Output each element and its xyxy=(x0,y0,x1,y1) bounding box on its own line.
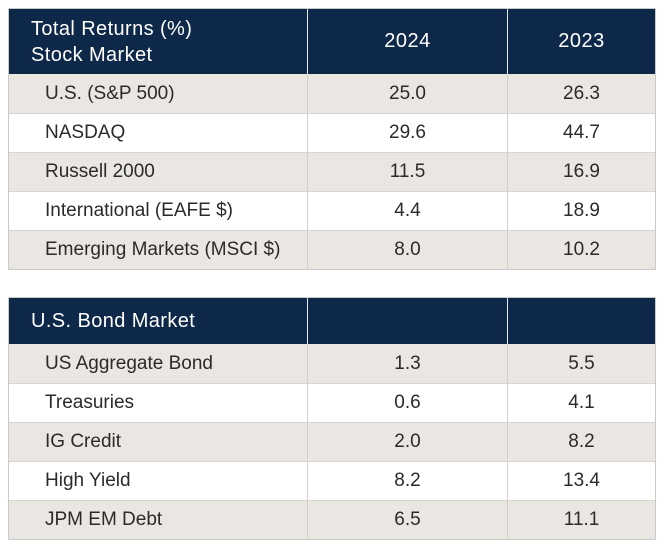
value-cell-2024: 1.3 xyxy=(307,344,507,383)
row-label-cell: NASDAQ xyxy=(45,122,126,143)
bond-market-rows: US Aggregate Bond 1.3 5.5 Treasuries 0.6 4.1 I… xyxy=(9,344,655,539)
value-cell-2023: 44.7 xyxy=(507,114,655,152)
stock-market-table-header: Total Returns (%) Stock Market 2024 2023 xyxy=(9,9,655,74)
table-row: Treasuries 0.6 4.1 xyxy=(9,383,655,422)
table-title-line1: U.S. Bond Market xyxy=(31,310,196,332)
value-cell-2023: 13.4 xyxy=(507,462,655,500)
stock-market-table-title: Total Returns (%) Stock Market xyxy=(9,9,307,74)
value-cell-2023: 26.3 xyxy=(507,74,655,113)
value-cell-2024: 8.2 xyxy=(307,462,507,500)
column-header-2024: 2024 xyxy=(307,9,507,74)
table-title-line2: Stock Market xyxy=(31,43,153,66)
row-label-cell: High Yield xyxy=(45,470,131,491)
row-label-cell: JPM EM Debt xyxy=(45,509,163,530)
table-row: U.S. (S&P 500) 25.0 26.3 xyxy=(9,74,655,113)
value-cell-2024: 8.0 xyxy=(307,231,507,269)
value-cell-2024: 0.6 xyxy=(307,384,507,422)
value-cell-2024: 11.5 xyxy=(307,153,507,191)
column-header-2023-empty xyxy=(507,298,655,344)
table-row: JPM EM Debt 6.5 11.1 xyxy=(9,500,655,539)
bond-market-table-header: U.S. Bond Market xyxy=(9,298,655,344)
row-label-cell: Emerging Markets (MSCI $) xyxy=(45,239,281,260)
row-label-cell: US Aggregate Bond xyxy=(45,352,213,374)
value-cell-2024: 6.5 xyxy=(307,501,507,539)
column-header-2023: 2023 xyxy=(507,9,655,74)
table-row: Emerging Markets (MSCI $) 8.0 10.2 xyxy=(9,230,655,269)
value-cell-2024: 29.6 xyxy=(307,114,507,152)
table-title-line1: Total Returns (%) xyxy=(31,17,193,40)
table-row: US Aggregate Bond 1.3 5.5 xyxy=(9,344,655,383)
table-row: IG Credit 2.0 8.2 xyxy=(9,422,655,461)
value-cell-2023: 11.1 xyxy=(507,501,655,539)
table-row: High Yield 8.2 13.4 xyxy=(9,461,655,500)
value-cell-2023: 16.9 xyxy=(507,153,655,191)
value-cell-2024: 25.0 xyxy=(307,74,507,113)
row-label-cell: International (EAFE $) xyxy=(45,200,233,221)
value-cell-2023: 18.9 xyxy=(507,192,655,230)
row-label-cell: IG Credit xyxy=(45,431,122,452)
value-cell-2023: 10.2 xyxy=(507,231,655,269)
value-cell-2023: 4.1 xyxy=(507,384,655,422)
row-label-cell: Russell 2000 xyxy=(45,161,155,182)
bond-market-table-title: U.S. Bond Market xyxy=(9,298,307,344)
value-cell-2023: 5.5 xyxy=(507,344,655,383)
stock-market-table: Total Returns (%) Stock Market 2024 2023… xyxy=(8,8,656,270)
value-cell-2023: 8.2 xyxy=(507,423,655,461)
column-header-2024-empty xyxy=(307,298,507,344)
bond-market-table: U.S. Bond Market US Aggregate Bond 1.3 5.5… xyxy=(8,297,656,540)
value-cell-2024: 4.4 xyxy=(307,192,507,230)
row-label-cell: Treasuries xyxy=(45,392,135,413)
table-row: Russell 2000 11.5 16.9 xyxy=(9,152,655,191)
stock-market-rows: U.S. (S&P 500) 25.0 26.3 NASDAQ 29.6 44.7 Russ… xyxy=(9,74,655,269)
value-cell-2024: 2.0 xyxy=(307,423,507,461)
table-row: International (EAFE $) 4.4 18.9 xyxy=(9,191,655,230)
row-label-cell: U.S. (S&P 500) xyxy=(45,82,175,104)
table-row: NASDAQ 29.6 44.7 xyxy=(9,113,655,152)
